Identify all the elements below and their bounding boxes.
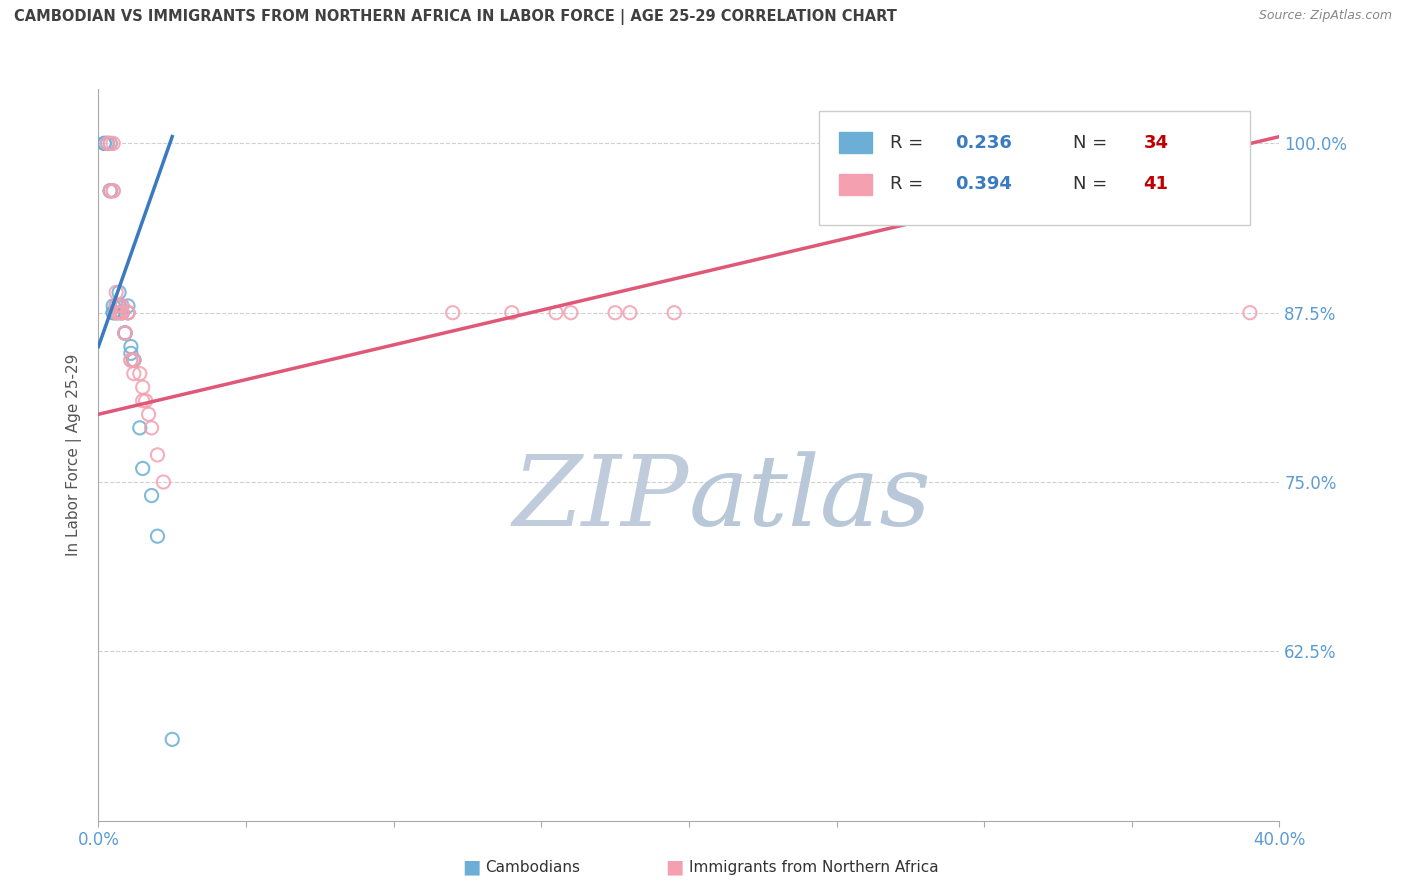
Point	[93, 136, 115, 151]
Point	[108, 306, 131, 320]
Point	[546, 306, 568, 320]
Point	[117, 299, 139, 313]
Point	[111, 306, 134, 320]
FancyBboxPatch shape	[839, 174, 872, 194]
Point	[105, 299, 128, 313]
Point	[138, 407, 160, 421]
Point	[1239, 306, 1261, 320]
Text: 34: 34	[1143, 134, 1168, 152]
Point	[98, 136, 121, 151]
Point	[117, 306, 139, 320]
Text: 41: 41	[1143, 176, 1168, 194]
Point	[135, 393, 157, 408]
Text: ■: ■	[461, 857, 481, 876]
Point	[128, 367, 150, 381]
Point	[98, 184, 121, 198]
Point	[96, 136, 118, 151]
Point	[98, 184, 121, 198]
Point	[664, 306, 686, 320]
Point	[105, 285, 128, 300]
Point	[122, 353, 145, 368]
Point	[96, 136, 118, 151]
Point	[103, 184, 125, 198]
Text: ■: ■	[665, 857, 685, 876]
Point	[93, 136, 115, 151]
Point	[152, 475, 174, 489]
Text: ZIP: ZIP	[513, 451, 689, 547]
Point	[105, 306, 128, 320]
Text: Source: ZipAtlas.com: Source: ZipAtlas.com	[1258, 9, 1392, 22]
Text: CAMBODIAN VS IMMIGRANTS FROM NORTHERN AFRICA IN LABOR FORCE | AGE 25-29 CORRELAT: CAMBODIAN VS IMMIGRANTS FROM NORTHERN AF…	[14, 9, 897, 25]
FancyBboxPatch shape	[839, 132, 872, 153]
Point	[132, 393, 155, 408]
Text: R =: R =	[890, 176, 929, 194]
Point	[120, 353, 142, 368]
Text: R =: R =	[890, 134, 929, 152]
Point	[108, 285, 131, 300]
FancyBboxPatch shape	[818, 112, 1250, 225]
Point	[114, 326, 136, 340]
Point	[103, 136, 125, 151]
Point	[122, 353, 145, 368]
Point	[162, 732, 183, 747]
Text: atlas: atlas	[689, 451, 932, 547]
Point	[117, 306, 139, 320]
Point	[605, 306, 627, 320]
Point	[122, 367, 145, 381]
Point	[560, 306, 582, 320]
Point	[114, 326, 136, 340]
Point	[120, 346, 142, 360]
Text: 0.236: 0.236	[955, 134, 1011, 152]
Point	[120, 353, 142, 368]
Point	[111, 306, 134, 320]
Point	[103, 299, 125, 313]
Point	[141, 489, 163, 503]
Point	[103, 184, 125, 198]
Point	[117, 306, 139, 320]
Point	[108, 299, 131, 313]
Point	[128, 421, 150, 435]
Point	[105, 306, 128, 320]
Point	[132, 380, 155, 394]
Point	[117, 306, 139, 320]
Point	[114, 326, 136, 340]
Point	[111, 299, 134, 313]
Point	[501, 306, 523, 320]
Point	[98, 136, 121, 151]
Point	[105, 299, 128, 313]
Point	[141, 421, 163, 435]
Point	[96, 136, 118, 151]
Point	[111, 306, 134, 320]
Point	[111, 306, 134, 320]
Point	[103, 306, 125, 320]
Point	[98, 184, 121, 198]
Point	[619, 306, 641, 320]
Text: Cambodians: Cambodians	[485, 861, 581, 875]
Text: N =: N =	[1073, 134, 1112, 152]
Text: N =: N =	[1073, 176, 1112, 194]
Point	[111, 299, 134, 313]
Point	[114, 326, 136, 340]
Text: 0.394: 0.394	[955, 176, 1011, 194]
Point	[103, 306, 125, 320]
Point	[108, 299, 131, 313]
Point	[105, 306, 128, 320]
Point	[120, 340, 142, 354]
Point	[108, 299, 131, 313]
Point	[132, 461, 155, 475]
Point	[146, 448, 169, 462]
Text: Immigrants from Northern Africa: Immigrants from Northern Africa	[689, 861, 939, 875]
Point	[122, 353, 145, 368]
Point	[114, 326, 136, 340]
Y-axis label: In Labor Force | Age 25-29: In Labor Force | Age 25-29	[66, 354, 83, 556]
Point	[441, 306, 464, 320]
Point	[146, 529, 169, 543]
Point	[108, 306, 131, 320]
Point	[108, 306, 131, 320]
